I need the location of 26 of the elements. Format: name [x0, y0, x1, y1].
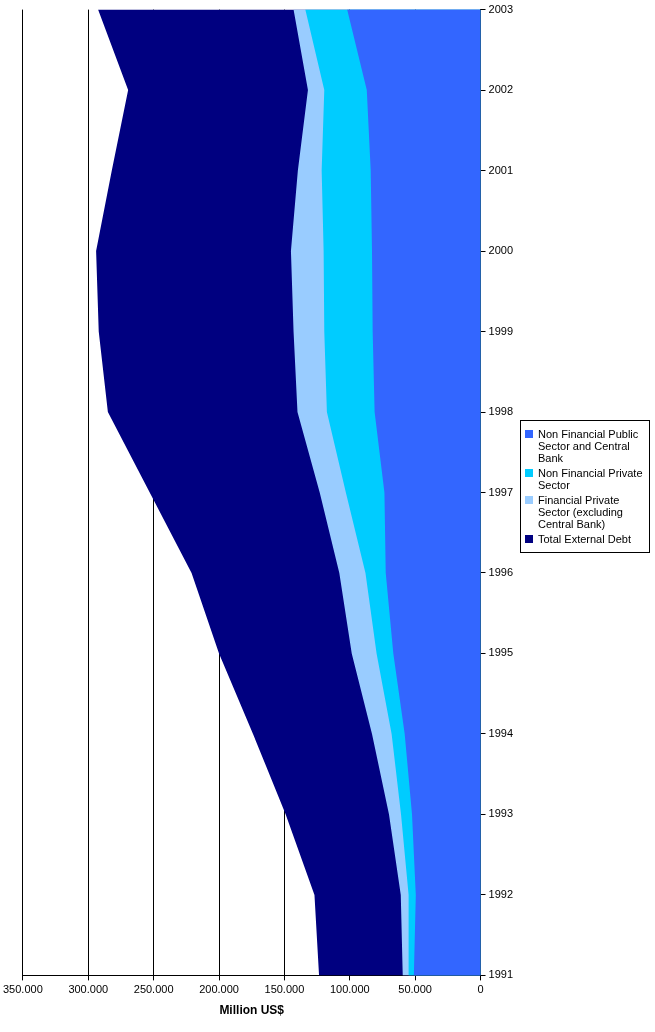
y-tick-label: 1999	[488, 324, 514, 337]
y-tick-label: 1994	[488, 726, 514, 739]
y-tick-label: 1993	[488, 807, 514, 820]
legend-label: Non Financial Public Sector and Central Bank	[538, 428, 640, 464]
x-tick-label: 350.000	[3, 983, 43, 996]
legend-label: Non Financial Private Sector	[538, 467, 644, 491]
y-tick-label: 1991	[488, 968, 514, 981]
legend-label: Financial Private Sector (excluding Central Bank)	[538, 494, 624, 530]
y-tick-label: 1996	[488, 566, 514, 579]
y-tick-label: 1997	[488, 485, 514, 498]
x-tick-label: 100.000	[329, 983, 370, 996]
x-tick-label: 250.000	[133, 983, 174, 996]
y-tick-label: 2002	[488, 83, 514, 96]
y-tick-label: 2000	[488, 244, 514, 257]
y-tick-label: 2003	[488, 2, 514, 15]
x-tick-label: 150.000	[264, 983, 305, 996]
x-axis-title: Million US$	[219, 1003, 285, 1018]
y-tick-label: 2001	[488, 163, 514, 176]
legend-label: Total External Debt	[538, 533, 631, 545]
y-tick-label: 1998	[488, 405, 514, 418]
x-tick-label: 300.000	[68, 983, 109, 996]
y-tick-label: 1995	[488, 646, 514, 659]
x-tick-label: 200.000	[199, 983, 239, 996]
x-tick-label: 50.000	[398, 983, 432, 996]
x-tick-label: 0	[477, 983, 484, 996]
y-tick-label: 1992	[488, 887, 514, 900]
